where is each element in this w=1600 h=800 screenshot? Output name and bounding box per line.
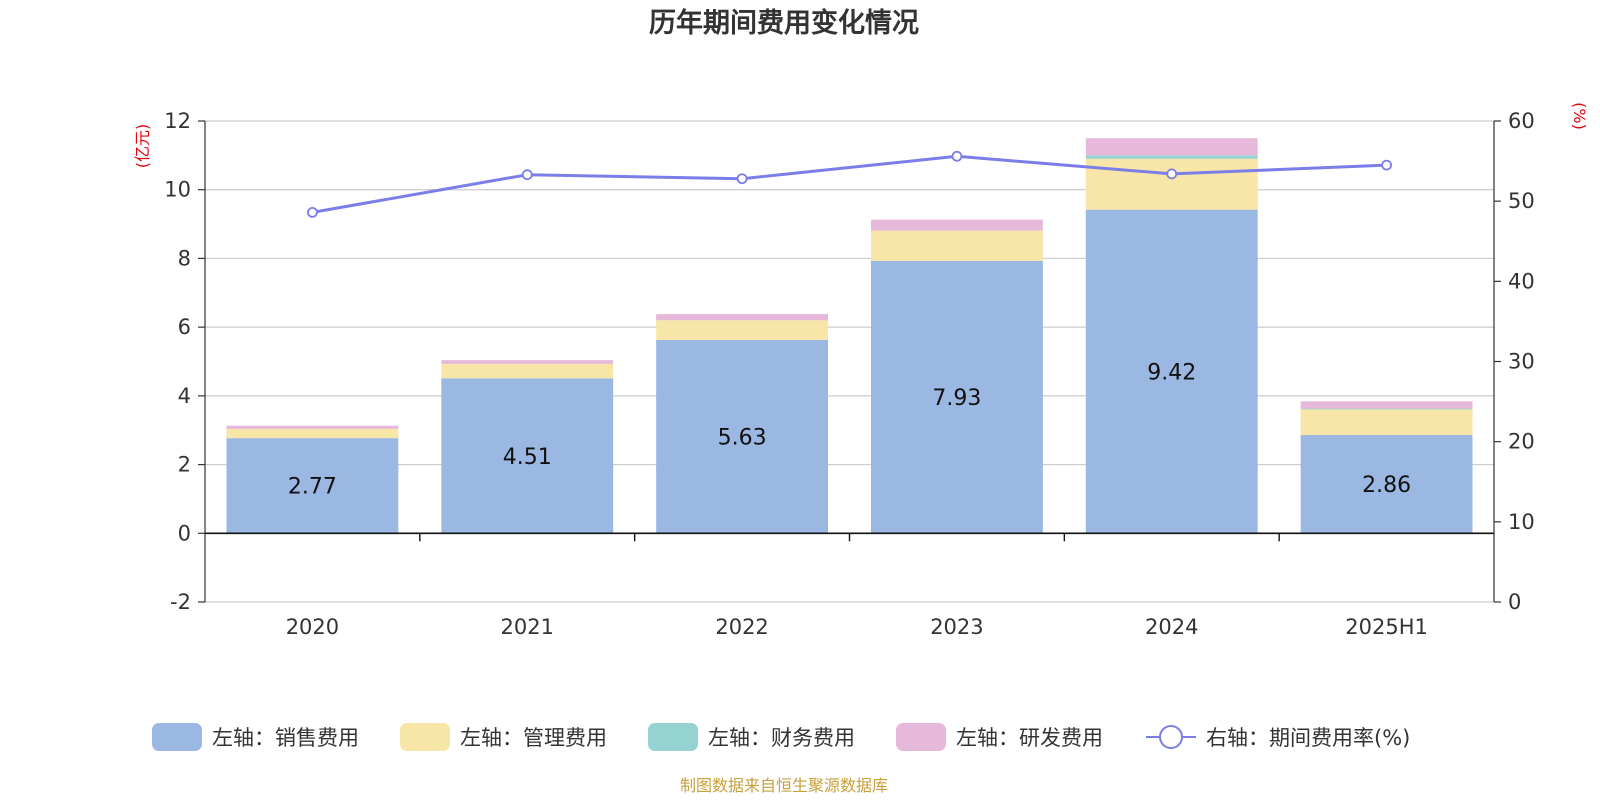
bar-rd (1300, 401, 1473, 409)
rate-line-path (312, 154, 1387, 214)
category-label: 2025H1 (1345, 615, 1428, 639)
rate-line-point (951, 150, 963, 162)
axes: -2 0 2 4 6 8 10 12 0 10 20 30 40 50 60 2020 2021 2022 2023… (164, 109, 1534, 639)
bar-data-label: 5.63 (718, 426, 767, 451)
bar-finance (1300, 408, 1473, 410)
category-label: 2020 (286, 615, 339, 639)
bars (226, 138, 1473, 535)
bar-data-label: 2.77 (288, 475, 337, 500)
legend-label: 左轴：销售费用 (212, 726, 359, 750)
bar-data-label: 9.42 (1147, 360, 1196, 385)
legend-swatch (896, 723, 946, 751)
legend-swatch (152, 723, 202, 751)
rate-line-point (1381, 159, 1392, 171)
bar-sales (870, 260, 1043, 534)
rate-line (307, 150, 1392, 218)
data-labels: 2.77 4.51 5.63 7.93 9.42 2.86 (288, 360, 1411, 499)
bar-data-label: 2.86 (1362, 473, 1411, 498)
bar-rd (656, 314, 829, 321)
bar-finance (1085, 155, 1258, 159)
legend-swatch (648, 723, 698, 751)
legend-label: 左轴：财务费用 (708, 726, 855, 750)
bar-rd (870, 219, 1043, 231)
category-label: 2021 (501, 615, 554, 639)
bar-admin (441, 363, 614, 379)
category-label: 2024 (1145, 615, 1198, 639)
rate-line-point (1166, 168, 1178, 180)
chart-title: 历年期间费用变化情况 (649, 7, 919, 39)
right-tick-label: 40 (1508, 269, 1535, 293)
legend: 左轴：销售费用 左轴：管理费用 左轴：财务费用 左轴：研发费用 右轴：期间费用率(%) (152, 723, 1410, 751)
legend-label: 左轴：管理费用 (460, 726, 607, 750)
rate-line-point (307, 206, 318, 218)
bar-data-label: 7.93 (932, 386, 981, 411)
bar-admin (656, 320, 829, 340)
category-label: 2022 (715, 615, 768, 639)
bar-rd (441, 360, 614, 364)
bar-sales (1300, 435, 1473, 534)
bar-admin (1300, 408, 1473, 436)
bar-data-label: 4.51 (503, 445, 552, 470)
bar-rd (1085, 138, 1258, 156)
bar-admin (1085, 158, 1258, 210)
bar-admin (226, 428, 399, 439)
bar-rd (226, 425, 399, 429)
left-tick-label: 2 (178, 453, 191, 477)
right-tick-label: 30 (1508, 350, 1535, 374)
left-axis-unit: (亿元) (133, 124, 152, 169)
rate-line-point (736, 173, 748, 185)
right-axis-unit: (%) (1570, 102, 1589, 130)
rate-line-point (521, 169, 533, 181)
bar-sales (226, 438, 399, 534)
right-tick-label: 10 (1508, 510, 1535, 534)
bar-sales (1085, 209, 1258, 534)
legend-line-marker (1159, 725, 1183, 749)
right-tick-label: 20 (1508, 430, 1535, 454)
legend-label: 右轴：期间费用率(%) (1206, 726, 1410, 750)
legend-swatch (400, 723, 450, 751)
left-tick-label: 8 (178, 246, 191, 270)
bar-sales (656, 339, 829, 534)
source-note: 制图数据来自恒生聚源数据库 (680, 776, 888, 795)
left-tick-label: 10 (164, 178, 191, 202)
left-tick-label: -2 (170, 590, 191, 614)
grid-lines (205, 120, 1494, 603)
left-tick-label: 12 (164, 109, 191, 133)
bar-admin (870, 230, 1043, 261)
right-tick-label: 0 (1508, 590, 1521, 614)
right-tick-label: 50 (1508, 189, 1535, 213)
legend-label: 左轴：研发费用 (956, 726, 1103, 750)
left-tick-label: 4 (178, 384, 191, 408)
bar-sales (441, 378, 614, 534)
category-label: 2023 (930, 615, 983, 639)
right-tick-label: 60 (1508, 109, 1535, 133)
left-tick-label: 6 (178, 315, 191, 339)
left-tick-label: 0 (178, 521, 191, 545)
